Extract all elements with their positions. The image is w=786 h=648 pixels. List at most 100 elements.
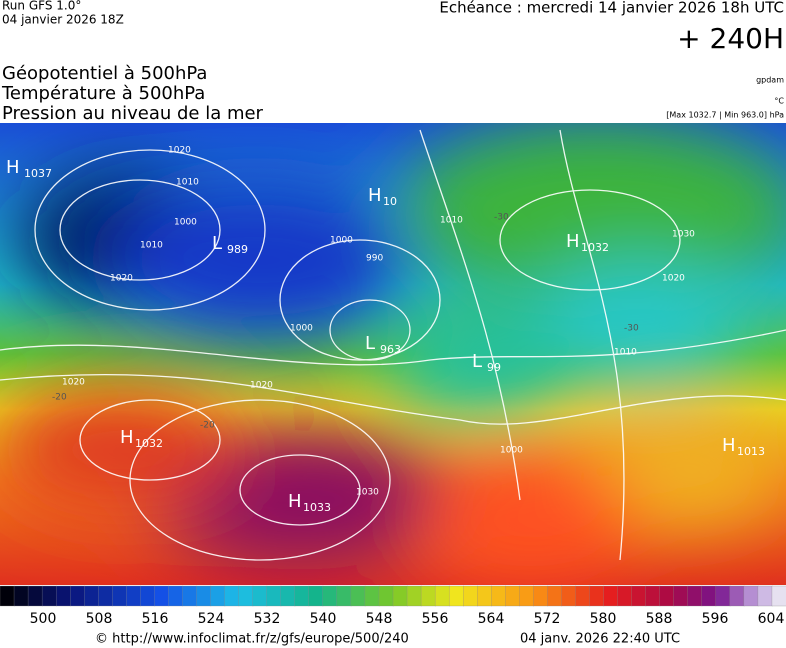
- colorbar-swatch: [140, 585, 156, 607]
- center-letter: H: [566, 231, 580, 252]
- isobar-label: 990: [366, 254, 383, 264]
- center-letter: L: [472, 351, 482, 372]
- colorbar-swatch: [364, 585, 380, 607]
- isobar-label: -20: [200, 421, 215, 431]
- isobar-label: 1000: [290, 324, 313, 334]
- center-letter: H: [288, 491, 302, 512]
- isobar-label: 1010: [140, 241, 163, 251]
- center-value: 963: [380, 343, 401, 356]
- isobar-label: 1010: [176, 178, 199, 188]
- colorbar-label: 532: [254, 611, 281, 627]
- colorbar-swatch: [477, 585, 492, 607]
- colorbar-swatch: [533, 585, 549, 607]
- colorbar-swatch: [757, 585, 773, 607]
- colorbar-label: 588: [646, 611, 673, 627]
- unit-label: °C: [774, 97, 784, 106]
- center-letter: H: [120, 427, 134, 448]
- colorbar-swatch: [617, 585, 633, 607]
- colorbar-swatch: [84, 585, 99, 607]
- center-value: 1037: [24, 167, 52, 180]
- colorbar-swatch: [294, 585, 310, 607]
- colorbar-swatch: [448, 585, 464, 607]
- colorbar-swatch: [280, 585, 296, 607]
- colorbar-swatch: [392, 585, 408, 607]
- colorbar-swatch: [322, 585, 338, 607]
- colorbar-swatch: [126, 585, 142, 607]
- colorbar-label: 604: [758, 611, 785, 627]
- map-field: [0, 123, 786, 585]
- colorbar-swatch: [350, 585, 366, 607]
- center-value: 989: [227, 243, 248, 256]
- colorbar-swatch: [154, 585, 170, 607]
- isobar-label: 1010: [614, 348, 637, 358]
- center-value: 1033: [303, 501, 331, 514]
- colorbar-swatch: [41, 585, 57, 607]
- colorbar-swatch: [687, 585, 703, 607]
- center-letter: H: [368, 185, 382, 206]
- colorbar-label: 580: [590, 611, 617, 627]
- colorbar-swatch: [336, 585, 352, 607]
- colorbar-swatch: [673, 585, 689, 607]
- colorbar: 500 508 516 524 532 540 548 556 564 572 580 588 596 6…: [0, 585, 786, 627]
- run-date: 04 janvier 2026 18Z: [2, 13, 124, 27]
- center-value: 1032: [135, 437, 163, 450]
- colorbar-swatch: [659, 585, 675, 607]
- colorbar-label: 564: [478, 611, 505, 627]
- source-link: © http://www.infoclimat.fr/z/gfs/europe/…: [95, 632, 409, 647]
- colorbar-swatch: [168, 585, 184, 607]
- colorbar-swatch: [70, 585, 85, 607]
- unit-label: [Max 1032.7 | Min 963.0] hPa: [666, 111, 784, 120]
- isobar-label: 1020: [250, 381, 273, 391]
- colorbar-label: 596: [702, 611, 729, 627]
- center-value: 10: [383, 195, 397, 208]
- isobar-label: -20: [52, 393, 67, 403]
- field-label: Température à 500hPa: [1, 83, 205, 104]
- isobar-label: -30: [494, 213, 509, 223]
- colorbar-swatch: [631, 585, 647, 607]
- colorbar-label: 516: [142, 611, 169, 627]
- isobar-label: 1030: [672, 230, 695, 240]
- center-value: 99: [487, 361, 501, 374]
- isobar-label: 1010: [440, 216, 463, 226]
- colorbar-swatch: [589, 585, 605, 607]
- colorbar-label: 548: [366, 611, 393, 627]
- colorbar-swatch: [27, 585, 43, 607]
- colorbar-swatch: [378, 585, 394, 607]
- colorbar-swatch: [434, 585, 450, 607]
- colorbar-swatch: [224, 585, 240, 607]
- unit-label: gpdam: [756, 76, 784, 85]
- center-letter: H: [722, 435, 736, 456]
- colorbar-swatch: [603, 585, 619, 607]
- colorbar-swatch: [743, 585, 759, 607]
- colorbar-swatch: [715, 585, 731, 607]
- colorbar-swatch: [406, 585, 422, 607]
- isobar-label: 1020: [168, 146, 191, 156]
- colorbar-swatch: [308, 585, 324, 607]
- colorbar-label: 540: [310, 611, 337, 627]
- colorbar-label: 508: [86, 611, 113, 627]
- isobar-label: 1020: [110, 274, 133, 284]
- run-label: Run GFS 1.0°: [2, 0, 81, 13]
- colorbar-swatch: [519, 585, 535, 607]
- field-label: Pression au niveau de la mer: [2, 103, 264, 124]
- colorbar-swatch: [0, 585, 15, 607]
- colorbar-swatch: [55, 585, 71, 607]
- colorbar-swatch: [112, 585, 127, 607]
- lead-time: + 240H: [677, 22, 784, 55]
- colorbar-swatch: [252, 585, 268, 607]
- generated-time: 04 janv. 2026 22:40 UTC: [520, 632, 680, 647]
- isobar-label: 1020: [662, 274, 685, 284]
- center-value: 1032: [581, 241, 609, 254]
- colorbar-swatch: [463, 585, 478, 607]
- colorbar-label: 572: [534, 611, 561, 627]
- colorbar-swatch: [729, 585, 745, 607]
- isobar-label: 1020: [62, 378, 85, 388]
- colorbar-swatch: [98, 585, 113, 607]
- center-letter: L: [365, 333, 375, 354]
- colorbar-swatch: [575, 585, 591, 607]
- isobar-label: -30: [624, 324, 639, 334]
- colorbar-swatch: [771, 585, 786, 607]
- colorbar-label: 524: [198, 611, 225, 627]
- colorbar-swatch: [196, 585, 212, 607]
